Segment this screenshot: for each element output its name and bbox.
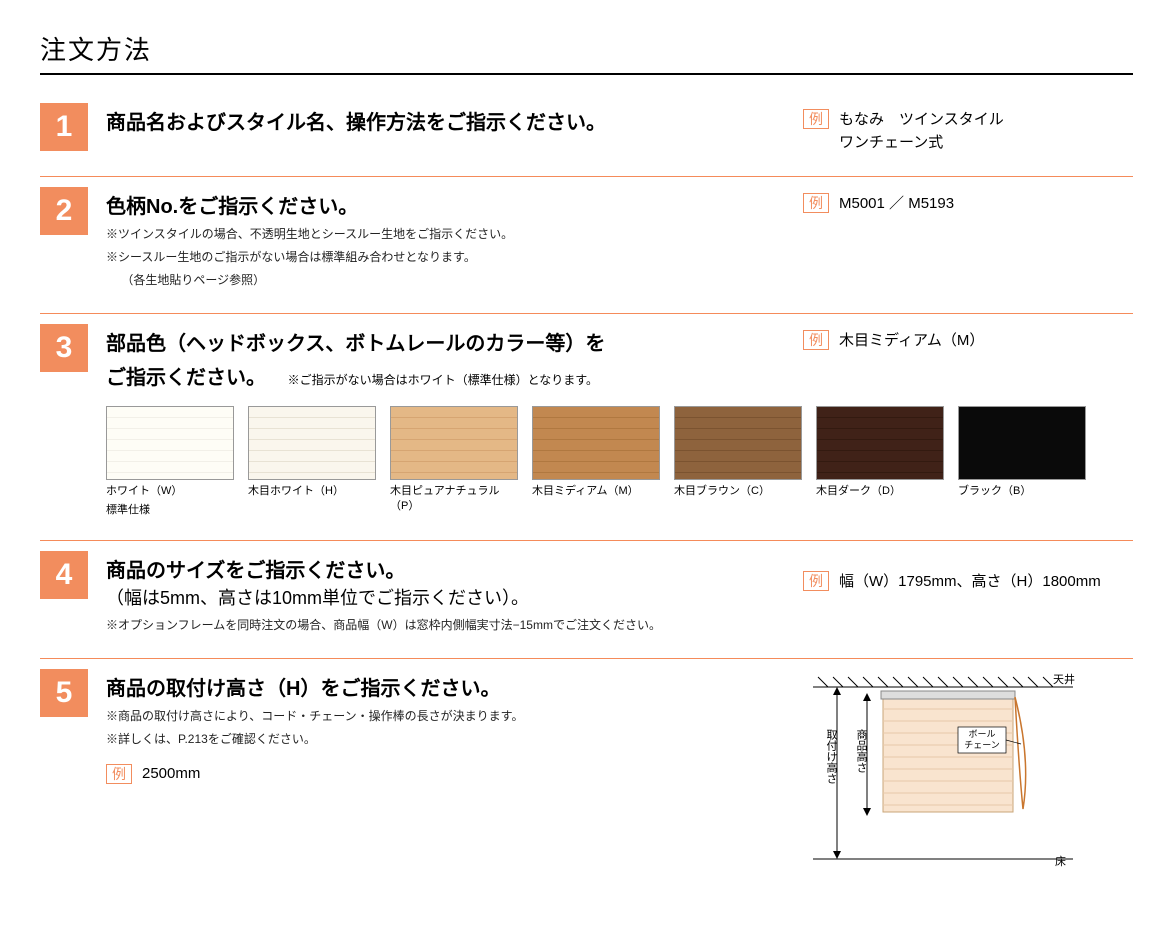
swatch-label: 木目ダーク（D） bbox=[816, 484, 944, 499]
swatch-label: 木目ミディアム（M） bbox=[532, 484, 660, 499]
step-4-title: 商品のサイズをご指示ください。 bbox=[106, 551, 785, 585]
page-title: 注文方法 bbox=[40, 30, 1133, 75]
step-5: 5 商品の取付け高さ（H）をご指示ください。 ※商品の取付け高さにより、コード・… bbox=[40, 663, 1133, 892]
step-4: 4 商品のサイズをご指示ください。 （幅は5mm、高さは10mm単位でご指示くだ… bbox=[40, 545, 1133, 653]
step-number-1: 1 bbox=[40, 103, 88, 151]
swatch-item: ホワイト（W） 標準仕様 bbox=[106, 406, 234, 519]
step-2-note-1: ※ツインスタイルの場合、不透明生地とシースルー生地をご指示ください。 bbox=[106, 225, 785, 244]
step-2-note-3: （各生地貼りページ参照） bbox=[106, 271, 785, 290]
step-4-subtitle: （幅は5mm、高さは10mm単位でご指示ください）。 bbox=[106, 585, 785, 612]
step-3-example: 例 木目ミディアム（M） bbox=[803, 324, 1133, 353]
step-3: 3 部品色（ヘッドボックス、ボトムレールのカラー等）を ご指示ください。 ※ご指… bbox=[40, 318, 1133, 537]
swatch-box bbox=[816, 406, 944, 480]
step-2-title: 色柄No.をご指示ください。 bbox=[106, 187, 785, 221]
divider bbox=[40, 313, 1133, 314]
step-3-title-line2-text: ご指示ください。 bbox=[106, 367, 266, 389]
swatch-item: 木目ミディアム（M） bbox=[532, 406, 660, 519]
step-3-title-line2: ご指示ください。 ※ご指示がない場合はホワイト（標準仕様）となります。 bbox=[106, 358, 785, 392]
step-3-title-line1: 部品色（ヘッドボックス、ボトムレールのカラー等）を bbox=[106, 324, 785, 358]
step-4-example: 例 幅（W）1795mm、高さ（H）1800mm bbox=[803, 551, 1133, 594]
diagram-install-height-label: 取付け高さ bbox=[825, 728, 838, 783]
diagram-chain-label-2: チェーン bbox=[964, 740, 1000, 750]
step-5-diagram: 天井 床 ボール チェーン bbox=[803, 669, 1133, 874]
swatch-label: 木目ピュアナチュラル（P） bbox=[390, 484, 518, 515]
step-1-example: 例 もなみ ツインスタイル ワンチェーン式 bbox=[803, 103, 1133, 154]
step-3-note-inline: ※ご指示がない場合はホワイト（標準仕様）となります。 bbox=[288, 373, 598, 387]
diagram-product-height-label: 商品高さ bbox=[855, 727, 868, 772]
step-4-note: ※オプションフレームを同時注文の場合、商品幅（W）は窓枠内側幅実寸法−15mmで… bbox=[106, 616, 785, 635]
swatch-label: ブラック（B） bbox=[958, 484, 1086, 499]
divider bbox=[40, 176, 1133, 177]
example-badge: 例 bbox=[803, 109, 829, 129]
step-number-5: 5 bbox=[40, 669, 88, 717]
step-number-4: 4 bbox=[40, 551, 88, 599]
swatch-item: 木目ピュアナチュラル（P） bbox=[390, 406, 518, 519]
step-1-title: 商品名およびスタイル名、操作方法をご指示ください。 bbox=[106, 103, 785, 137]
step-2-note-2: ※シースルー生地のご指示がない場合は標準組み合わせとなります。 bbox=[106, 248, 785, 267]
step-5-example-text: 2500mm bbox=[142, 763, 200, 786]
example-badge: 例 bbox=[803, 193, 829, 213]
step-4-example-text: 幅（W）1795mm、高さ（H）1800mm bbox=[839, 571, 1101, 594]
swatch-box bbox=[390, 406, 518, 480]
swatch-item: ブラック（B） bbox=[958, 406, 1086, 519]
example-badge: 例 bbox=[106, 764, 132, 784]
step-2-example: 例 M5001 ／ M5193 bbox=[803, 187, 1133, 216]
step-3-example-text: 木目ミディアム（M） bbox=[839, 330, 984, 353]
diagram-chain-label-1: ボール bbox=[968, 729, 995, 739]
step-1-example-text: もなみ ツインスタイル ワンチェーン式 bbox=[839, 109, 1004, 154]
step-5-example: 例 2500mm bbox=[106, 763, 785, 786]
example-badge: 例 bbox=[803, 571, 829, 591]
swatch-sublabel: 標準仕様 bbox=[106, 503, 234, 518]
step-5-title: 商品の取付け高さ（H）をご指示ください。 bbox=[106, 669, 785, 703]
example-badge: 例 bbox=[803, 330, 829, 350]
step-2: 2 色柄No.をご指示ください。 ※ツインスタイルの場合、不透明生地とシースルー… bbox=[40, 181, 1133, 309]
swatch-item: 木目ブラウン（C） bbox=[674, 406, 802, 519]
swatch-label: ホワイト（W） bbox=[106, 484, 234, 499]
step-5-note-1: ※商品の取付け高さにより、コード・チェーン・操作棒の長さが決まります。 bbox=[106, 707, 785, 726]
swatch-label: 木目ホワイト（H） bbox=[248, 484, 376, 499]
swatch-box bbox=[248, 406, 376, 480]
step-number-3: 3 bbox=[40, 324, 88, 372]
swatch-item: 木目ホワイト（H） bbox=[248, 406, 376, 519]
step-5-note-2: ※詳しくは、P.213をご確認ください。 bbox=[106, 730, 785, 749]
diagram-floor-label: 床 bbox=[1055, 854, 1066, 868]
divider bbox=[40, 540, 1133, 541]
swatch-box bbox=[532, 406, 660, 480]
diagram-ceiling-label: 天井 bbox=[1053, 672, 1075, 686]
divider bbox=[40, 658, 1133, 659]
swatch-box bbox=[106, 406, 234, 480]
step-1: 1 商品名およびスタイル名、操作方法をご指示ください。 例 もなみ ツインスタイ… bbox=[40, 97, 1133, 172]
swatch-box bbox=[958, 406, 1086, 480]
swatch-label: 木目ブラウン（C） bbox=[674, 484, 802, 499]
swatch-item: 木目ダーク（D） bbox=[816, 406, 944, 519]
install-height-diagram: 天井 床 ボール チェーン bbox=[803, 669, 1083, 869]
step-number-2: 2 bbox=[40, 187, 88, 235]
swatch-box bbox=[674, 406, 802, 480]
swatch-row: ホワイト（W） 標準仕様木目ホワイト（H） 木目ピュアナチュラル（P） 木目ミディアム… bbox=[106, 406, 1133, 519]
step-2-example-text: M5001 ／ M5193 bbox=[839, 193, 954, 216]
